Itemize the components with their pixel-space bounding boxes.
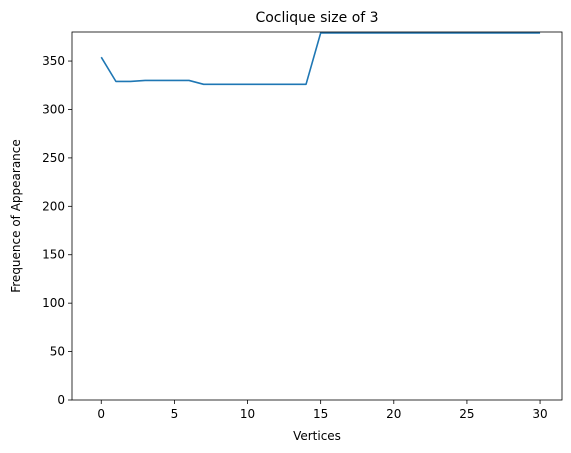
x-axis: 0 5 10 15 20 25 30 [97, 400, 547, 421]
x-tick-label: 20 [386, 407, 401, 421]
y-tick-label: 300 [42, 102, 65, 116]
axes-frame [72, 32, 562, 400]
x-tick-label: 15 [313, 407, 328, 421]
x-tick-label: 0 [97, 407, 105, 421]
x-tick-label: 30 [532, 407, 547, 421]
x-tick-label: 5 [171, 407, 179, 421]
plot-area: 0 50 100 150 200 250 300 350 0 5 10 15 20 25 30 [42, 32, 562, 421]
series-line [101, 33, 540, 84]
x-axis-label: Vertices [293, 429, 341, 443]
y-tick-label: 50 [50, 345, 65, 359]
series-group [101, 33, 540, 84]
y-tick-label: 150 [42, 248, 65, 262]
y-tick-label: 100 [42, 296, 65, 310]
y-tick-label: 250 [42, 151, 65, 165]
y-tick-label: 200 [42, 199, 65, 213]
y-tick-label: 350 [42, 54, 65, 68]
y-tick-label: 0 [57, 393, 65, 407]
x-tick-label: 10 [240, 407, 255, 421]
y-axis-label: Frequence of Appearance [9, 139, 23, 293]
y-axis: 0 50 100 150 200 250 300 350 [42, 54, 72, 407]
chart-title: Coclique size of 3 [255, 10, 378, 26]
x-tick-label: 25 [459, 407, 474, 421]
